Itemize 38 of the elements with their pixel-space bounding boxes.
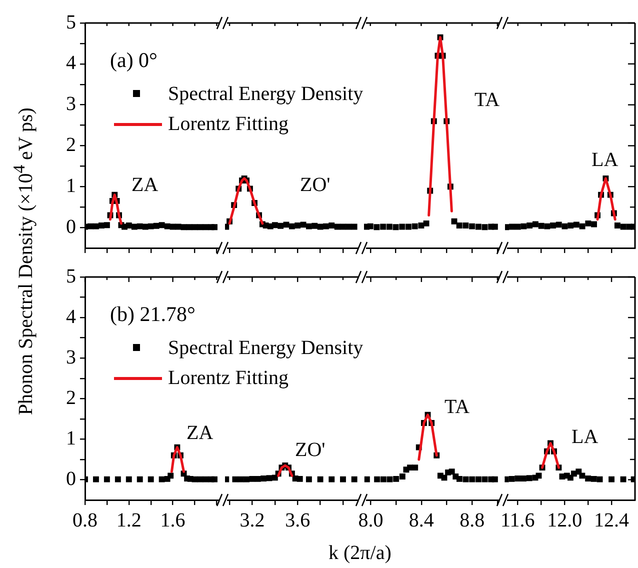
x-tick-label: 12.0 [547, 509, 582, 532]
y-tick-label: 5 [66, 11, 76, 34]
legend-label: Lorentz Fitting [168, 112, 289, 136]
x-tick-label: 3.2 [240, 509, 265, 532]
annotation: LA [592, 149, 618, 171]
y-tick-label: 4 [66, 52, 76, 74]
x-axis-title: k (2π/a) [328, 542, 392, 564]
x-tick-label: 1.6 [160, 509, 186, 532]
y-tick-label: 1 [66, 174, 76, 197]
text: (a) 0° [110, 48, 158, 72]
y-tick-label: 4 [66, 306, 76, 328]
legend-label: Spectral Energy Density [168, 82, 364, 106]
x-tick-label: 8.4 [408, 509, 434, 532]
y-tick-label: 2 [66, 386, 76, 409]
annotation: ZA [132, 174, 158, 196]
x-tick-label: 3.6 [285, 509, 310, 532]
annotation: ZO' [295, 439, 326, 461]
legend-label: Spectral Energy Density [168, 336, 364, 360]
x-tick-label: 11.6 [500, 509, 536, 532]
y-tick-label: 0 [66, 216, 76, 238]
annotation: TA [474, 89, 500, 111]
x-tick-label: 8.0 [358, 509, 383, 532]
y-tick-label: 2 [66, 134, 76, 156]
annotation: LA [572, 426, 598, 448]
legend-label: Lorentz Fitting [168, 366, 289, 390]
x-tick-label: 0.8 [72, 509, 98, 532]
y-tick-label: 3 [66, 93, 76, 116]
annotation: ZO' [300, 174, 330, 196]
annotation: ZA [186, 422, 214, 444]
x-tick-label: 12.4 [594, 509, 630, 532]
y-tick-label: 1 [66, 427, 76, 450]
text: (b) 21.78° [110, 302, 196, 326]
annotation: TA [444, 396, 470, 418]
y-tick-label: 3 [66, 346, 76, 368]
y-tick-label: 5 [66, 265, 76, 288]
y-tick-label: 0 [66, 468, 76, 490]
x-tick-label: 8.8 [459, 509, 484, 532]
x-tick-label: 1.2 [116, 509, 142, 532]
